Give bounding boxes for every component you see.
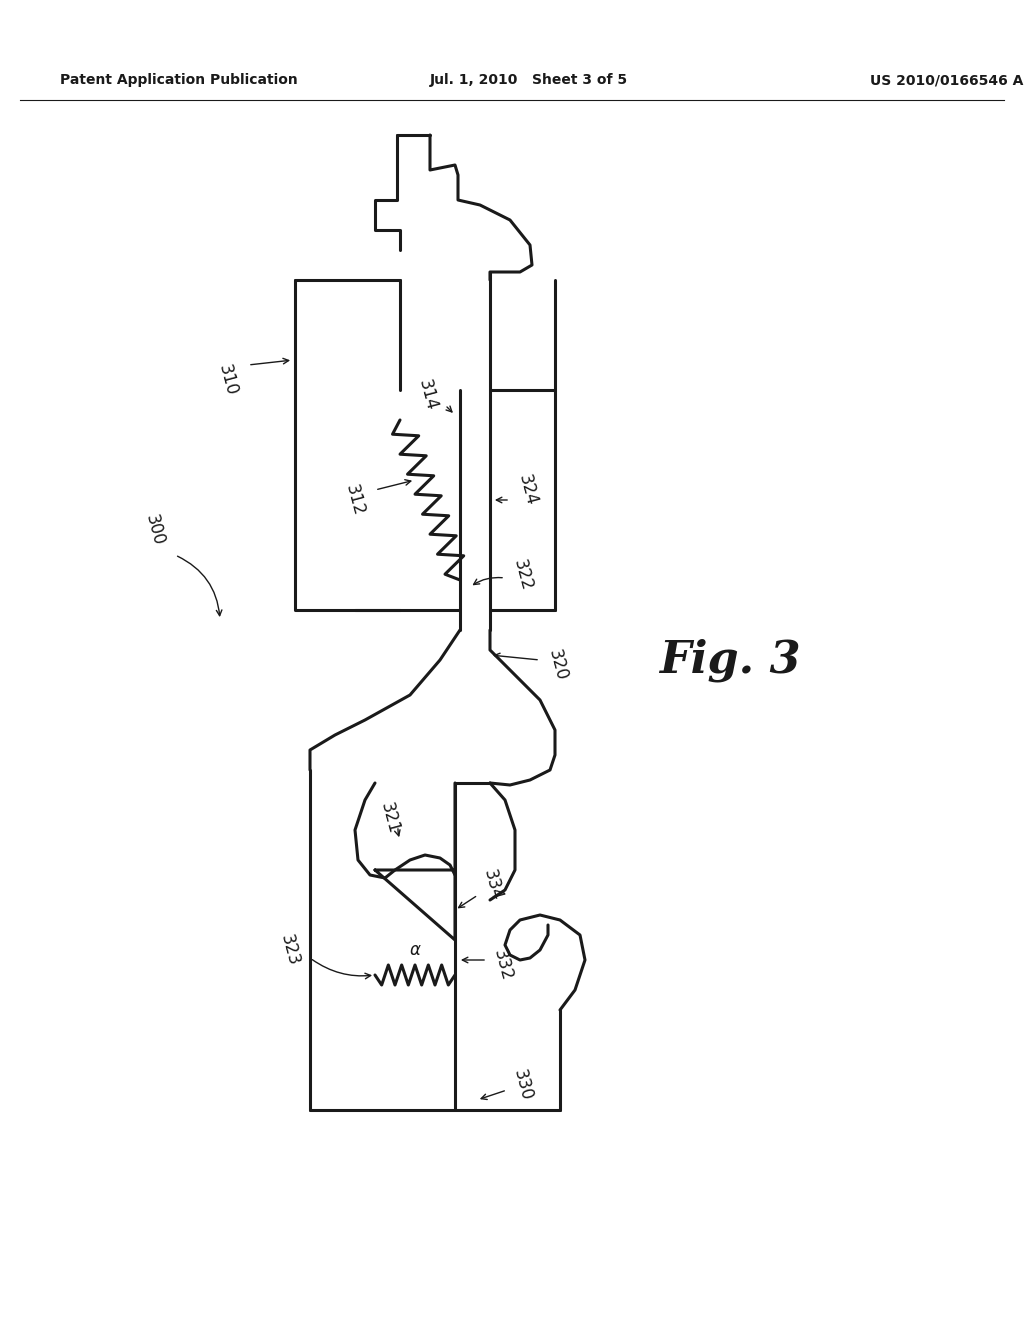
Text: 330: 330 bbox=[510, 1068, 536, 1102]
Text: US 2010/0166546 A1: US 2010/0166546 A1 bbox=[870, 73, 1024, 87]
Text: $\alpha$: $\alpha$ bbox=[409, 941, 421, 960]
Text: Jul. 1, 2010   Sheet 3 of 5: Jul. 1, 2010 Sheet 3 of 5 bbox=[430, 73, 628, 87]
Text: 321: 321 bbox=[377, 800, 402, 836]
Text: 323: 323 bbox=[278, 932, 303, 968]
Text: 300: 300 bbox=[142, 512, 168, 548]
Text: 320: 320 bbox=[545, 647, 570, 682]
Text: 312: 312 bbox=[342, 482, 368, 517]
Text: 310: 310 bbox=[215, 362, 241, 397]
Text: 322: 322 bbox=[510, 557, 536, 593]
Text: 334: 334 bbox=[480, 867, 506, 903]
Text: 332: 332 bbox=[490, 948, 516, 982]
Text: 314: 314 bbox=[415, 378, 440, 413]
Text: Patent Application Publication: Patent Application Publication bbox=[60, 73, 298, 87]
Text: 324: 324 bbox=[515, 473, 541, 508]
Text: Fig. 3: Fig. 3 bbox=[659, 639, 801, 681]
